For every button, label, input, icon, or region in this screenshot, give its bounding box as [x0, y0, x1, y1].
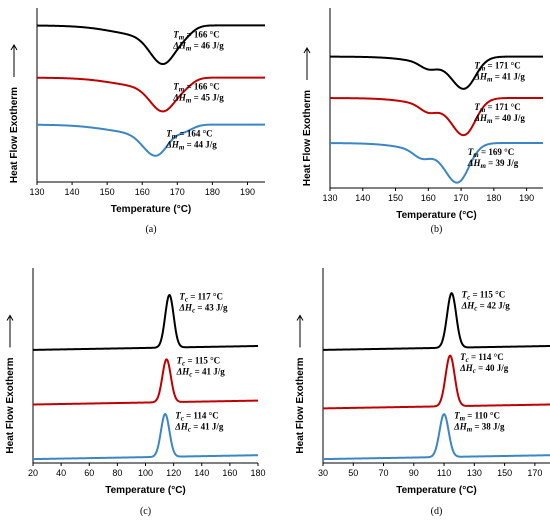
panel-label: (a): [145, 224, 156, 235]
enthalpy-label: ΔHc = 41 J/g: [174, 421, 224, 433]
x-tick-label: 130: [322, 193, 337, 203]
x-tick-label: 150: [497, 468, 512, 478]
enthalpy-label: ΔHm = 40 J/g: [473, 113, 525, 125]
series-line-1: [329, 55, 544, 90]
y-axis-arrowhead: [303, 47, 311, 54]
x-tick-label: 100: [138, 468, 153, 478]
x-tick-label: 60: [84, 468, 94, 478]
x-tick-label: 70: [379, 468, 389, 478]
peak-temperature-label: Tm = 166 °C: [173, 82, 219, 94]
peak-temperature-label: Tc = 115 °C: [462, 289, 506, 301]
enthalpy-label: ΔHm = 44 J/g: [165, 140, 217, 152]
panel-label: (c): [140, 506, 151, 517]
x-tick-label: 160: [421, 193, 436, 203]
x-tick-label: 30: [318, 468, 328, 478]
series-line-3: [322, 413, 550, 461]
y-axis-title: Heat Flow Exotherm: [302, 90, 313, 186]
x-tick-label: 110: [437, 468, 451, 478]
chart-panel-2: 130 140 150 160 170 180 190 Temperature (°C) Hea…: [302, 8, 544, 235]
series-line-2: [322, 354, 550, 410]
series-line-1: [32, 294, 259, 351]
chart-panel-1: 130 140 150 160 170 180 190 Temperature (°C) Hea…: [9, 8, 266, 235]
x-tick-label: 120: [166, 468, 181, 478]
chart-panel-3: 20 40 60 80 100 120 140 160 180 Temperature (°C) H…: [5, 268, 266, 517]
series-line-3: [32, 412, 259, 461]
x-tick-label: 140: [65, 187, 80, 197]
x-tick-label: 160: [135, 187, 150, 197]
x-tick-label: 180: [486, 193, 501, 203]
x-tick-label: 190: [519, 193, 534, 203]
enthalpy-label: ΔHm = 45 J/g: [172, 93, 224, 105]
x-tick-label: 180: [250, 468, 265, 478]
x-axis-title: Temperature (°C): [111, 204, 192, 215]
series-line-3: [36, 123, 266, 157]
x-tick-label: 90: [409, 468, 419, 478]
peak-temperature-label: Tm = 164 °C: [166, 129, 212, 141]
enthalpy-label: ΔHc = 43 J/g: [178, 302, 228, 314]
series-line-2: [32, 358, 259, 406]
x-tick-label: 170: [170, 187, 185, 197]
x-tick-label: 20: [28, 468, 38, 478]
x-axis-title: Temperature (°C): [396, 210, 477, 221]
enthalpy-label: ΔHm = 41 J/g: [473, 72, 525, 84]
peak-temperature-label: Tm = 171 °C: [474, 102, 520, 114]
x-tick-label: 160: [222, 468, 237, 478]
series-line-1: [36, 24, 266, 66]
x-tick-label: 140: [194, 468, 209, 478]
peak-temperature-label: Tc = 114 °C: [175, 410, 219, 422]
series-line-2: [36, 76, 266, 113]
x-tick-label: 180: [205, 187, 220, 197]
x-tick-label: 190: [240, 187, 255, 197]
peak-temperature-label: Tm = 171 °C: [474, 61, 520, 73]
enthalpy-label: ΔHc = 41 J/g: [176, 367, 226, 379]
panel-label: (b): [431, 224, 443, 235]
x-tick-label: 40: [56, 468, 66, 478]
peak-temperature-label: Tm = 166 °C: [173, 29, 219, 41]
enthalpy-label: ΔHm = 46 J/g: [172, 40, 224, 52]
chart-panel-4: 30 50 70 90 110 130 150 170 Temperature (°C) Heat…: [295, 268, 550, 517]
x-tick-label: 150: [100, 187, 115, 197]
y-axis-title: Heat Flow Exotherm: [295, 357, 306, 453]
enthalpy-label: ΔHm = 39 J/g: [467, 158, 519, 170]
peak-temperature-label: Tc = 115 °C: [177, 356, 221, 368]
enthalpy-label: ΔHc = 40 J/g: [459, 363, 509, 375]
peak-temperature-label: Tm = 169 °C: [468, 147, 514, 159]
peak-temperature-label: Tc = 114 °C: [460, 352, 504, 364]
series-line-3: [329, 142, 544, 184]
enthalpy-label: ΔHm = 38 J/g: [453, 421, 505, 433]
x-tick-label: 80: [112, 468, 122, 478]
x-tick-label: 130: [29, 187, 44, 197]
panel-label: (d): [431, 506, 443, 517]
y-axis-title: Heat Flow Exotherm: [9, 87, 20, 183]
x-tick-label: 170: [527, 468, 542, 478]
series-line-1: [322, 292, 550, 351]
x-tick-label: 140: [355, 193, 370, 203]
x-tick-label: 130: [467, 468, 482, 478]
y-axis-arrowhead: [6, 314, 14, 321]
x-axis-title: Temperature (°C): [105, 485, 186, 496]
y-axis-arrowhead: [296, 314, 304, 321]
enthalpy-label: ΔHc = 42 J/g: [461, 300, 511, 312]
x-tick-label: 50: [348, 468, 358, 478]
x-tick-label: 170: [454, 193, 469, 203]
peak-temperature-label: Tc = 117 °C: [179, 291, 223, 303]
x-axis-title: Temperature (°C): [396, 485, 477, 496]
series-line-2: [329, 97, 544, 137]
y-axis-title: Heat Flow Exotherm: [5, 357, 16, 453]
y-axis-arrowhead: [10, 44, 18, 51]
peak-temperature-label: Tm = 110 °C: [454, 410, 500, 422]
x-tick-label: 150: [388, 193, 403, 203]
